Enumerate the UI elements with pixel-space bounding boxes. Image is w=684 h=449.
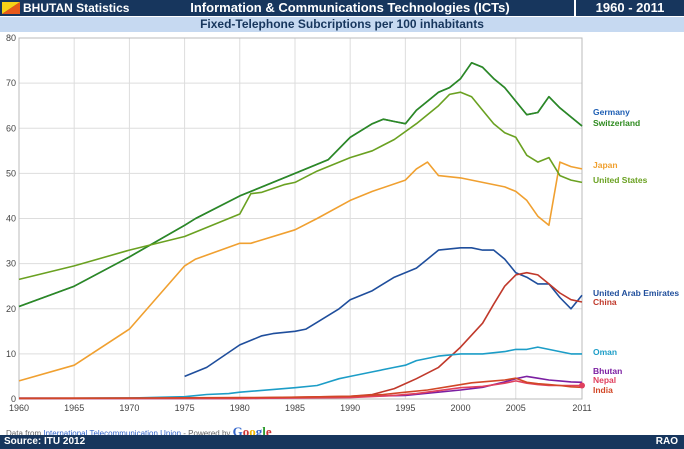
series-label: Nepal — [593, 375, 616, 385]
x-tick-label: 2005 — [506, 403, 526, 412]
rao-label: RAO — [655, 436, 678, 447]
series-label: India — [593, 385, 613, 395]
x-tick-label: 1995 — [395, 403, 415, 412]
footer-bar — [0, 435, 684, 449]
series-label: Oman — [593, 347, 617, 357]
chart-subtitle: Fixed-Telephone Subcriptions per 100 inh… — [0, 17, 684, 32]
x-tick-label: 1960 — [9, 403, 29, 412]
bhutan-flag-icon — [2, 2, 20, 14]
y-tick-label: 10 — [6, 349, 16, 359]
series-label: China — [593, 297, 617, 307]
data-credit: Data from International Telecommunicatio… — [6, 424, 272, 440]
plot-frame — [18, 37, 583, 400]
google-logo: Google — [232, 424, 272, 439]
series-line — [18, 161, 583, 382]
series-label: Bhutan — [593, 366, 622, 376]
brand-badge: BHUTAN Statistics — [0, 0, 132, 16]
x-tick-label: 1975 — [175, 403, 195, 412]
series-line — [18, 61, 583, 308]
series-line — [19, 380, 582, 400]
y-tick-label: 60 — [6, 123, 16, 133]
y-tick-label: 40 — [6, 214, 16, 224]
series-label: Switzerland — [593, 118, 640, 128]
x-tick-label: 1965 — [64, 403, 84, 412]
x-tick-label: 2011 — [572, 403, 591, 412]
x-tick-label: 1985 — [285, 403, 305, 412]
x-tick-label: 1970 — [119, 403, 139, 412]
series-line — [184, 247, 583, 378]
header-bar — [0, 0, 684, 16]
brand-title: BHUTAN Statistics — [23, 1, 130, 15]
series-line — [19, 271, 583, 399]
series-line — [18, 91, 583, 281]
credit-prefix: Data from — [6, 429, 44, 438]
x-tick-label: 1980 — [230, 403, 250, 412]
credit-mid: - Powered by — [181, 429, 233, 438]
source-note: Source: ITU 2012 — [4, 436, 86, 447]
y-tick-label: 30 — [6, 259, 16, 269]
series-line — [18, 377, 583, 400]
series-label: Germany — [593, 107, 630, 117]
y-tick-label: 80 — [6, 33, 16, 43]
y-tick-label: 0 — [11, 394, 16, 404]
series-line — [18, 346, 582, 400]
y-tick-label: 20 — [6, 304, 16, 314]
series-label: United Arab Emirates — [593, 288, 679, 298]
y-tick-label: 50 — [6, 168, 16, 178]
series-end-marker — [579, 382, 585, 389]
y-tick-label: 70 — [6, 78, 16, 88]
series-label: Japan — [593, 160, 618, 170]
itu-link[interactable]: International Telecommunication Union — [43, 429, 182, 438]
x-tick-label: 1990 — [340, 403, 360, 412]
series-label: United States — [593, 175, 648, 185]
year-range: 1960 - 2011 — [574, 0, 684, 16]
x-tick-label: 2000 — [451, 403, 471, 412]
line-chart: 0 10 20 30 40 50 60 70 80 1960 1965 1970 1975 1980 198… — [6, 33, 679, 412]
page-title: Information & Communications Technologie… — [190, 0, 510, 15]
